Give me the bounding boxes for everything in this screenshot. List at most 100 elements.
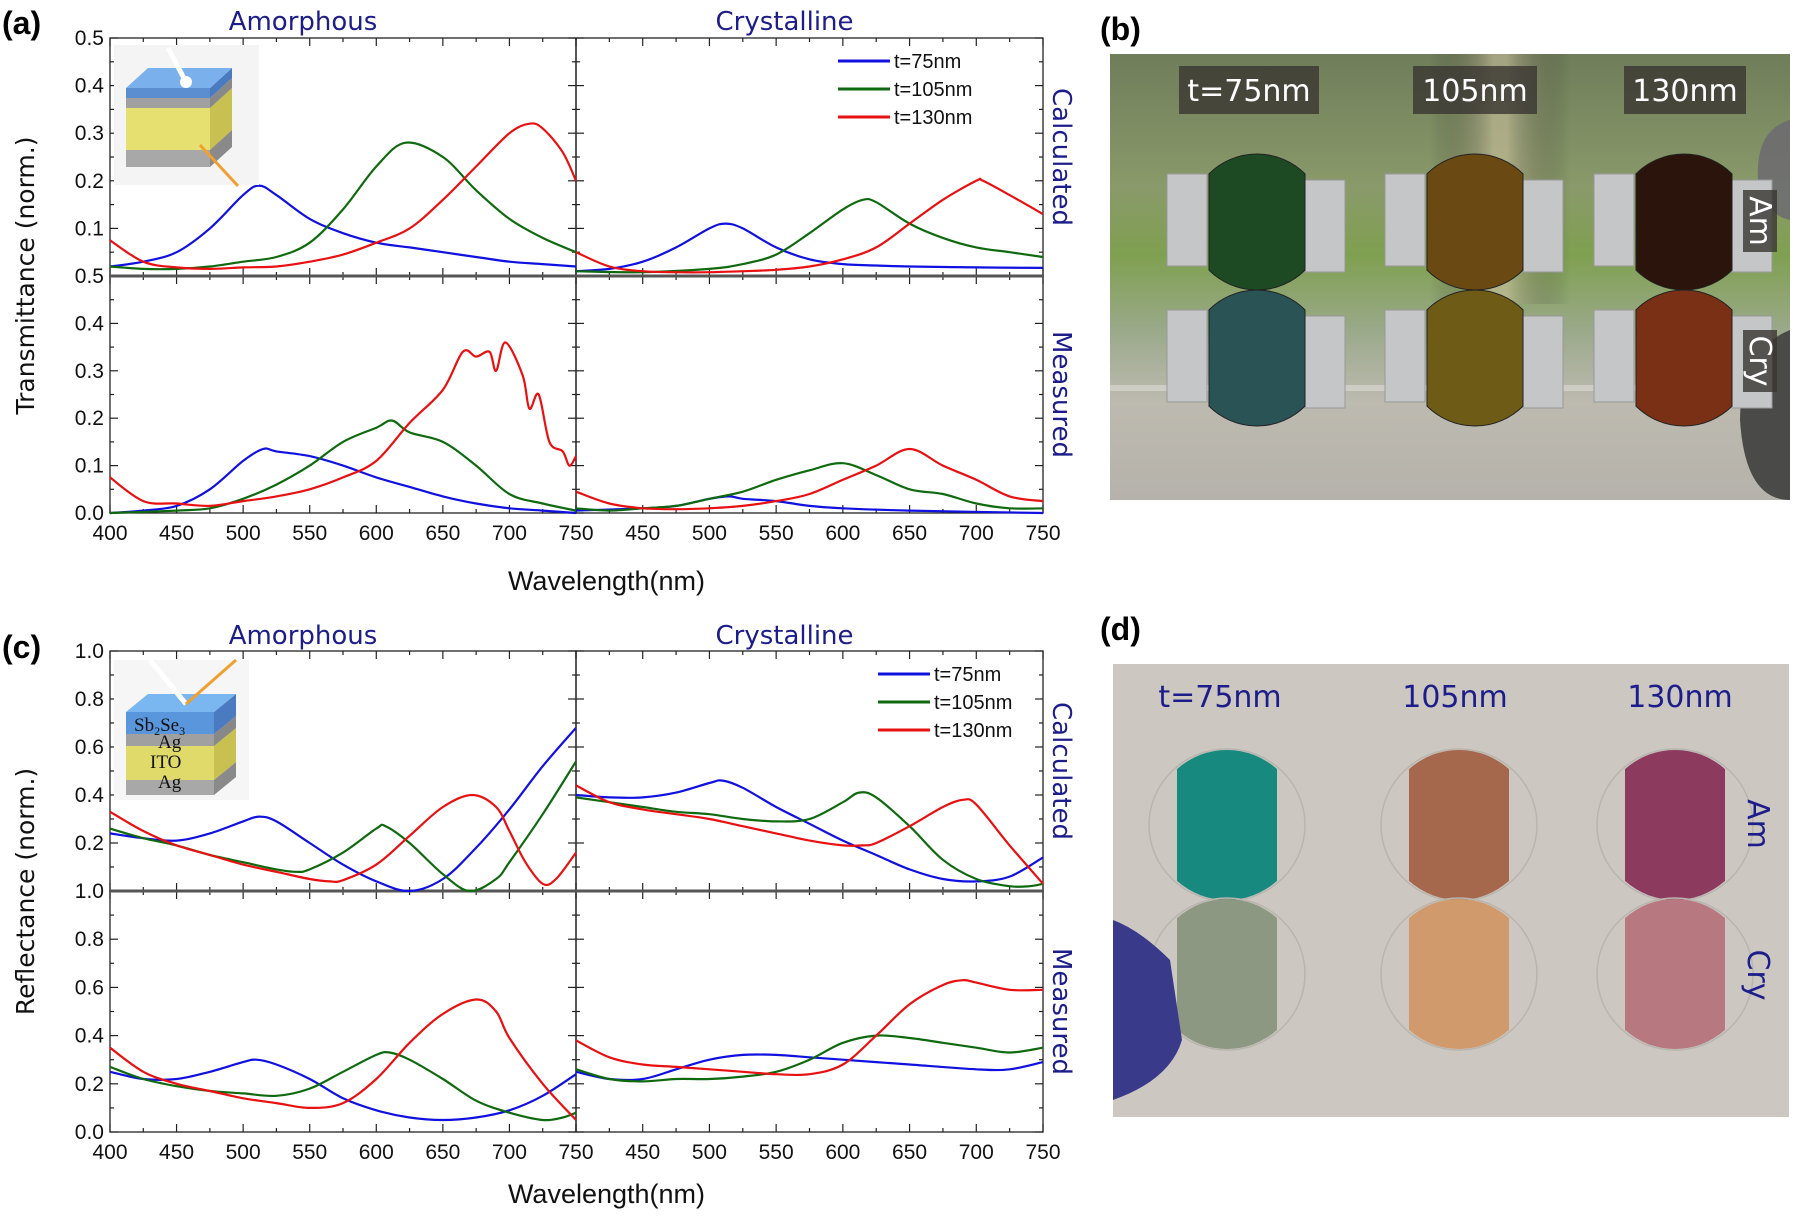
row-label-measured: Measured (1046, 331, 1076, 458)
series-line-amorphous-calculated-t75nm (109, 727, 577, 893)
x-tick-label: 450 (625, 1141, 660, 1164)
series-line-crystalline-measured-t75nm (575, 1053, 1044, 1082)
y-tick-label: 0.4 (75, 75, 105, 98)
photo-b-label-75nm: t=75nm (1187, 74, 1310, 109)
tape (1304, 179, 1346, 273)
legend-label: t=75nm (894, 51, 961, 73)
x-tick-label: 600 (359, 1141, 394, 1164)
x-tick-label: 400 (92, 522, 127, 545)
y-tick-label: 0.6 (75, 736, 104, 759)
panel-label-b: (b) (1100, 11, 1141, 47)
legend-label: t=105nm (934, 692, 1012, 714)
y-tick-label: 0.4 (75, 784, 105, 807)
legend-label: t=130nm (894, 107, 972, 129)
sample-am-2 (1625, 750, 1725, 900)
label-box (1743, 190, 1777, 252)
series-line-amorphous-measured-t105nm (109, 1050, 577, 1122)
series-line-amorphous-measured-t105nm (109, 419, 577, 515)
plot-frame (575, 37, 1044, 277)
series-line-crystalline-calculated-t130nm (575, 784, 1044, 885)
photo-d-label-75nm: t=75nm (1158, 680, 1281, 715)
x-tick-label: 750 (558, 522, 593, 545)
x-tick-label: 700 (959, 522, 994, 545)
y-tick-label: 1.0 (75, 880, 104, 903)
photo-d-label-105nm: 105nm (1402, 680, 1508, 715)
series-line-amorphous-measured-t75nm (109, 1058, 577, 1122)
series-line-amorphous-calculated-t130nm (109, 793, 577, 887)
x-tick-label: 550 (759, 522, 794, 545)
photo-d-row-cry: Cry (1740, 949, 1775, 1000)
x-tick-label: 450 (625, 522, 660, 545)
inset-layer-ag-top: Ag (158, 732, 182, 753)
label-box (1743, 330, 1777, 392)
sample-holder (1380, 897, 1538, 1051)
tape (1166, 309, 1208, 403)
photo-b-row-am: Am (1742, 196, 1777, 246)
y-tick-label: 0.0 (75, 1121, 104, 1144)
sample-am-0 (1177, 750, 1277, 900)
y-tick-label: 0.4 (75, 312, 105, 335)
label-box (1413, 66, 1537, 114)
y-tick-label: 0.2 (75, 170, 104, 193)
y-axis-label: Transmittance (norm.) (11, 137, 40, 416)
series-line-amorphous-measured-t130nm (109, 341, 577, 508)
legend-label: t=130nm (934, 720, 1012, 742)
sample-cry-1 (1409, 899, 1509, 1050)
y-tick-label: 0.5 (75, 265, 104, 288)
x-tick-label: 450 (159, 522, 194, 545)
y-tick-label: 0.8 (75, 928, 104, 951)
inset-layer-ito: ITO (150, 752, 181, 773)
photo-transmission-samples: t=75nm 105nm 130nm Am Cry (1110, 54, 1790, 500)
tape (1522, 179, 1564, 273)
x-tick-label: 550 (292, 522, 327, 545)
x-tick-label: 450 (159, 1141, 194, 1164)
x-axis-label: Wavelength(nm) (508, 1179, 705, 1209)
series-line-amorphous-measured-t75nm (109, 447, 577, 515)
row-label-calculated: Calculated (1046, 702, 1076, 840)
photo-b-label-105nm: 105nm (1422, 74, 1528, 109)
y-tick-label: 0.0 (75, 502, 104, 525)
panel-label-d: (d) (1100, 611, 1141, 647)
inset-layer-sb2se3: Sb2Se3 (134, 715, 185, 738)
x-tick-label: 600 (825, 522, 860, 545)
x-tick-label: 700 (492, 522, 527, 545)
sample-cry-2 (1625, 899, 1725, 1049)
y-tick-label: 0.1 (75, 455, 104, 478)
row-label-calculated: Calculated (1046, 88, 1076, 226)
x-tick-label: 600 (825, 1141, 860, 1164)
series-line-crystalline-calculated-t105nm (575, 791, 1044, 888)
series-line-crystalline-measured-t130nm (575, 979, 1044, 1077)
glove (1113, 920, 1182, 1100)
photo-b-row-cry: Cry (1742, 335, 1777, 386)
series-line-crystalline-calculated-t75nm (575, 222, 1044, 273)
sample-am-0 (1208, 153, 1306, 291)
sample-cry-0 (1177, 899, 1277, 1050)
y-tick-label: 0.3 (75, 360, 104, 383)
column-title-amorphous: Amorphous (229, 7, 378, 37)
y-axis-label: Reflectance (norm.) (11, 768, 40, 1015)
column-title-crystalline: Crystalline (715, 7, 853, 37)
sample-cry-0 (1208, 289, 1306, 427)
legend-label: t=105nm (894, 79, 972, 101)
y-tick-label: 0.5 (75, 27, 104, 50)
x-tick-label: 500 (226, 1141, 261, 1164)
series-line-crystalline-calculated-t105nm (575, 197, 1044, 274)
y-tick-label: 0.1 (75, 217, 104, 240)
y-tick-label: 1.0 (75, 640, 104, 663)
y-tick-label: 0.2 (75, 407, 104, 430)
plot-frame (109, 890, 577, 1133)
x-tick-label: 500 (226, 522, 261, 545)
y-tick-label: 0.4 (75, 1025, 105, 1048)
inset-stack-illustration-a (114, 45, 259, 188)
sample-cry-2 (1635, 289, 1733, 427)
panel-label-a: (a) (2, 5, 41, 41)
x-tick-label: 700 (959, 1141, 994, 1164)
x-tick-label: 750 (1025, 1141, 1060, 1164)
tape (1304, 315, 1346, 409)
tape (1166, 173, 1208, 267)
photo-b-label-130nm: 130nm (1632, 74, 1738, 109)
y-tick-label: 0.3 (75, 122, 104, 145)
